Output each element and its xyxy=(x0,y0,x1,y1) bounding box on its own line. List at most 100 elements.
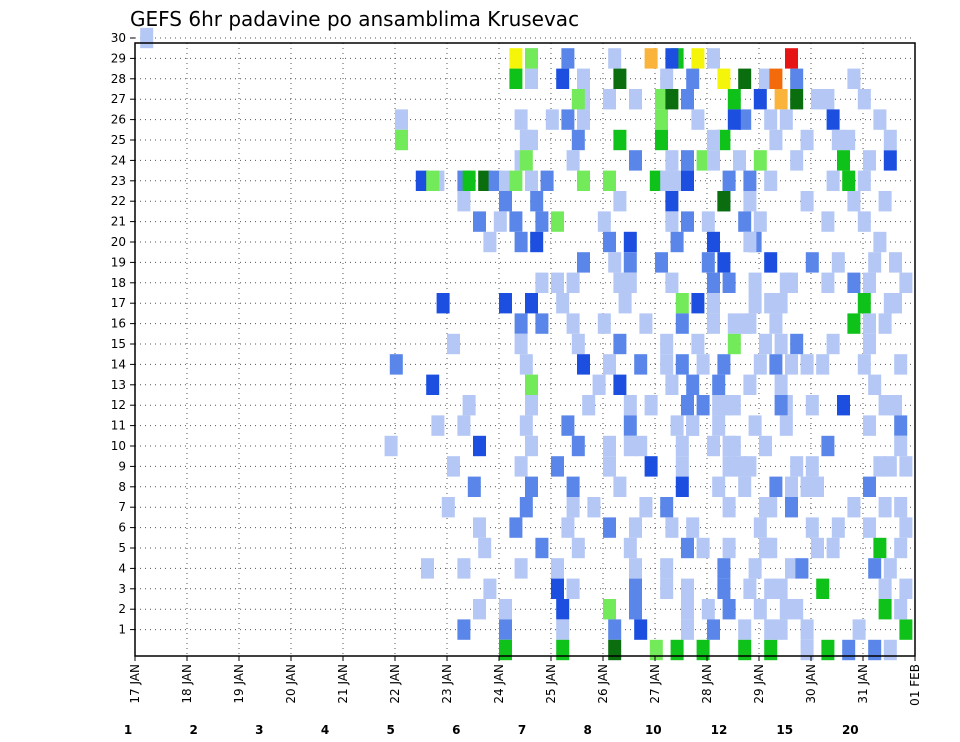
heatmap-cell xyxy=(556,619,570,640)
heatmap-cell xyxy=(660,497,674,518)
x-tick-label: 24 JAN xyxy=(492,664,506,704)
heatmap-cell xyxy=(878,191,892,212)
heatmap-cell xyxy=(769,476,783,497)
heatmap-cell xyxy=(759,68,772,89)
heatmap-cell xyxy=(774,89,788,110)
heatmap-cell xyxy=(571,537,585,559)
y-tick-label: 13 xyxy=(111,378,126,392)
heatmap-cell xyxy=(847,191,861,212)
heatmap-cell xyxy=(743,456,757,477)
legend-label: 8 xyxy=(584,723,592,737)
heatmap-cell xyxy=(701,252,715,273)
heatmap-cell xyxy=(868,558,882,579)
color-legend: 1 2 3 4 5 6 7 8 10 12 15 20 xyxy=(124,723,859,737)
heatmap-cell xyxy=(707,272,720,293)
heatmap-cell xyxy=(743,170,757,191)
heatmap-cell xyxy=(743,578,757,599)
heatmap-cell xyxy=(785,48,798,69)
heatmap-cell xyxy=(717,558,731,579)
heatmap-cell xyxy=(613,68,627,89)
heatmap-cell xyxy=(717,578,731,599)
heatmap-cell xyxy=(696,395,710,416)
heatmap-cell xyxy=(681,578,694,599)
heatmap-cell xyxy=(889,252,902,273)
heatmap-cell xyxy=(811,89,824,110)
y-tick-label: 9 xyxy=(118,459,126,473)
heatmap-cell xyxy=(457,558,471,579)
heatmap-cell xyxy=(894,497,908,518)
heatmap-cell xyxy=(665,272,679,293)
x-tick-label: 26 JAN xyxy=(596,664,610,704)
heatmap-cell xyxy=(566,313,580,334)
heatmap-cell xyxy=(686,374,700,395)
heatmap-cell xyxy=(863,272,876,293)
heatmap-cell xyxy=(727,313,741,334)
heatmap-cell xyxy=(733,150,746,171)
heatmap-cell xyxy=(785,354,798,375)
heatmap-cell xyxy=(800,619,814,640)
heatmap-cell xyxy=(618,293,632,314)
heatmap-cell xyxy=(686,415,700,436)
heatmap-cell xyxy=(447,456,460,477)
heatmap-cell xyxy=(561,517,575,538)
heatmap-cell xyxy=(462,395,476,416)
heatmap-cell xyxy=(686,68,700,89)
heatmap-cell xyxy=(790,68,804,89)
heatmap-cell xyxy=(675,476,689,497)
heatmap-cell xyxy=(665,517,679,538)
heatmap-cell xyxy=(873,109,887,130)
heatmap-cell xyxy=(623,395,637,416)
heatmap-cell xyxy=(717,354,731,375)
heatmap-cell xyxy=(514,313,528,334)
heatmap-cell xyxy=(805,456,819,477)
heatmap-cell xyxy=(842,170,856,191)
heatmap-cell xyxy=(473,211,486,232)
y-tick-label: 23 xyxy=(111,174,126,188)
heatmap-cell xyxy=(514,333,528,355)
heatmap-cell xyxy=(566,497,580,518)
heatmap-cell xyxy=(681,150,694,171)
heatmap-cell xyxy=(499,191,512,212)
heatmap-cell xyxy=(842,639,856,661)
heatmap-cell xyxy=(779,109,793,130)
heatmap-cell xyxy=(644,456,658,477)
heatmap-cell xyxy=(764,252,778,273)
heatmap-cell xyxy=(842,129,856,151)
heatmap-cell xyxy=(837,150,850,171)
heatmap-cell xyxy=(493,211,507,232)
heatmap-cell xyxy=(629,89,642,110)
heatmap-cell xyxy=(623,272,637,293)
heatmap-cell xyxy=(608,48,622,69)
heatmap-cell xyxy=(597,211,611,232)
heatmap-cell xyxy=(384,435,398,457)
heatmap-cell xyxy=(530,231,544,253)
heatmap-cell xyxy=(681,211,694,232)
heatmap-cell xyxy=(696,537,710,559)
y-tick-label: 27 xyxy=(111,92,126,106)
heatmap-cell xyxy=(821,639,835,661)
heatmap-cell xyxy=(457,619,471,640)
heatmap-cell xyxy=(478,537,492,559)
heatmap-cell xyxy=(457,191,471,212)
heatmap-cell xyxy=(629,558,642,579)
heatmap-cell xyxy=(551,272,564,293)
heatmap-cell xyxy=(883,639,897,661)
heatmap-cell xyxy=(790,89,804,110)
heatmap-cell xyxy=(764,170,778,191)
heatmap-cell xyxy=(894,354,908,375)
heatmap-cell xyxy=(707,231,720,253)
heatmap-cell xyxy=(556,293,570,314)
heatmap-cell xyxy=(613,476,627,497)
heatmap-cell xyxy=(857,354,871,375)
heatmap-cell xyxy=(774,293,788,314)
heatmap-cell xyxy=(603,354,616,375)
heatmap-cell xyxy=(566,272,580,293)
x-tick-label: 18 JAN xyxy=(180,664,194,704)
heatmap-cell xyxy=(535,313,549,334)
heatmap-cell xyxy=(473,435,486,457)
heatmap-cell xyxy=(826,537,840,559)
y-tick-label: 26 xyxy=(111,113,126,127)
heatmap-cell xyxy=(753,89,767,110)
heatmap-cell xyxy=(899,578,913,599)
heatmap-cell xyxy=(140,27,154,49)
